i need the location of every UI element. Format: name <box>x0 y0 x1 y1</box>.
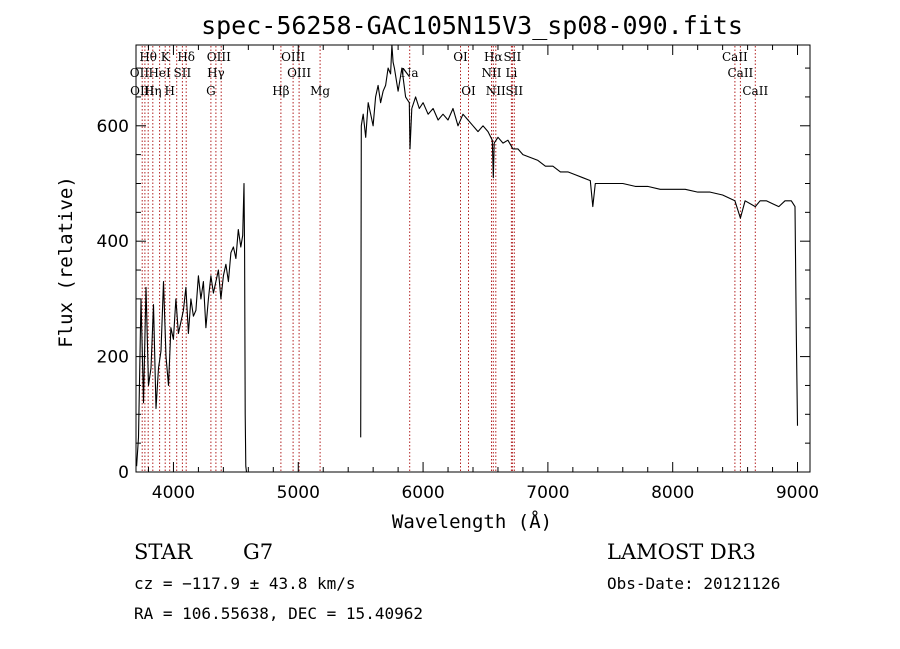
line-label-12: Hγ <box>207 66 225 80</box>
x-tick-label-5: 9000 <box>776 483 819 503</box>
line-label-24: OI <box>461 84 476 98</box>
x-tick-label-3: 7000 <box>526 483 569 503</box>
line-label-27: CaII <box>742 84 768 98</box>
line-label-19: Hη <box>144 84 162 98</box>
spectrum-series-1 <box>360 44 799 438</box>
line-label-5: OI <box>453 50 468 64</box>
line-label-3: OIII <box>207 50 231 64</box>
line-label-20: H <box>164 84 174 98</box>
x-tick-label-4: 8000 <box>651 483 694 503</box>
y-tick-label-2: 400 <box>97 232 129 252</box>
line-label-1: K <box>161 50 171 64</box>
y-axis-label: Flux (relative) <box>55 176 77 348</box>
line-label-25: NII <box>486 84 506 98</box>
line-label-16: CaII <box>727 66 753 80</box>
object-class: STAR <box>134 540 193 564</box>
line-label-7: SII <box>504 50 522 64</box>
line-label-4: OIII <box>281 50 305 64</box>
line-label-6: Hα <box>484 50 503 64</box>
redshift-velocity: cz = −117.9 ± 43.8 km/s <box>134 574 356 593</box>
x-axis-ticks: 4000 5000 6000 7000 8000 9000 <box>147 45 819 503</box>
spectrum-series-0 <box>136 182 248 473</box>
line-label-26: SII <box>505 84 523 98</box>
y-axis-ticks: 0 200 400 600 <box>97 67 810 483</box>
x-tick-label-2: 6000 <box>401 483 444 503</box>
chart-title: spec-56258-GAC105N15V3_sp08-090.fits <box>201 11 743 40</box>
line-label-2: Hδ <box>177 50 195 64</box>
line-label-13: OIII <box>287 66 311 80</box>
line-label-17: Na <box>401 66 419 80</box>
x-tick-label-0: 4000 <box>152 483 195 503</box>
observation-date: Obs-Date: 20121126 <box>607 574 780 593</box>
x-tick-label-1: 5000 <box>277 483 320 503</box>
line-label-0: Hθ <box>139 50 157 64</box>
y-tick-label-0: 0 <box>118 463 129 483</box>
emission-line-markers <box>141 46 756 471</box>
y-tick-label-1: 200 <box>97 348 129 368</box>
coordinates: RA = 106.55638, DEC = 15.40962 <box>134 604 423 623</box>
line-label-11: SII <box>174 66 192 80</box>
x-axis-label: Wavelength (Å) <box>392 510 552 533</box>
line-label-8: CaII <box>722 50 748 64</box>
line-label-14: NII <box>482 66 502 80</box>
spectrum-series <box>136 44 799 473</box>
line-label-23: Mg <box>310 84 330 98</box>
line-label-22: Hβ <box>272 84 289 98</box>
line-label-9: OII <box>130 66 150 80</box>
line-label-21: G <box>206 84 216 98</box>
line-label-15: Li <box>505 66 517 80</box>
plot-frame <box>135 44 811 473</box>
y-tick-label-3: 600 <box>97 117 129 137</box>
survey-name: LAMOST DR3 <box>607 540 756 564</box>
object-subclass: G7 <box>243 540 273 564</box>
line-label-10: HeI <box>148 66 171 80</box>
